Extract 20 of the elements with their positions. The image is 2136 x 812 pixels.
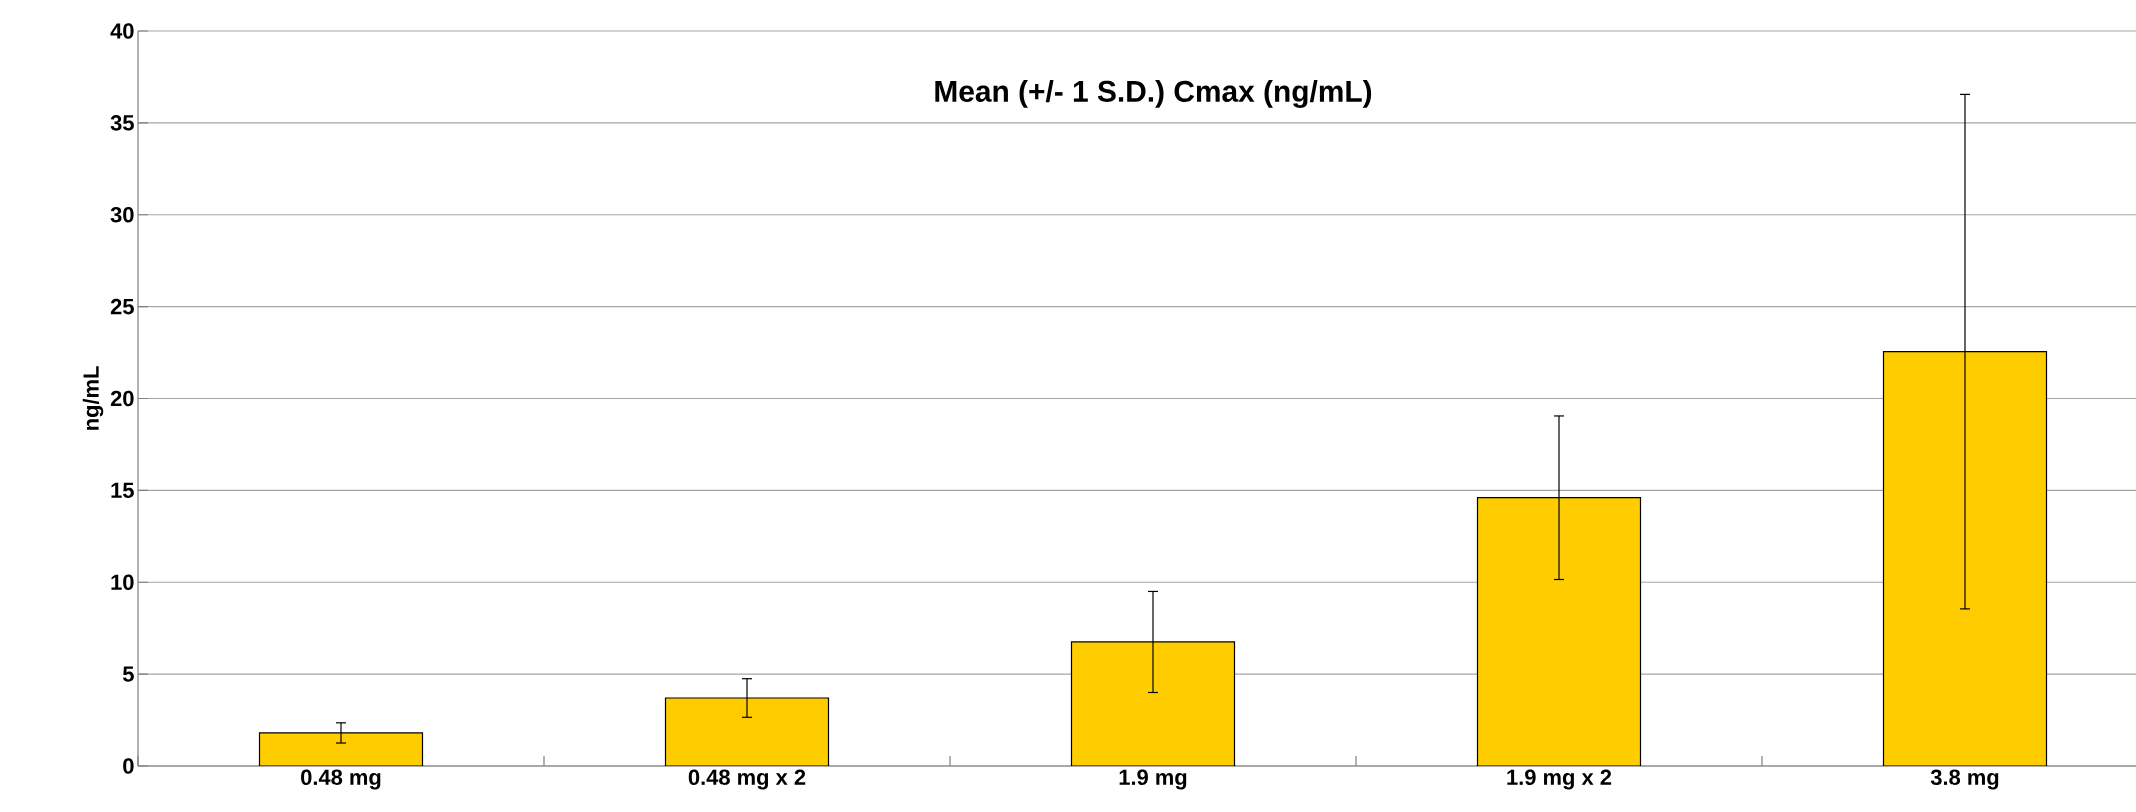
y-tick-label: 10 xyxy=(111,574,134,591)
y-tick-label: 30 xyxy=(110,206,134,223)
x-tick-label: 0.48 mg x 2 xyxy=(688,769,806,790)
y-tick-label: 20 xyxy=(110,390,134,407)
y-tick-label: 40 xyxy=(110,23,134,39)
y-tick-label: 5 xyxy=(122,666,134,682)
bar xyxy=(1476,497,1642,766)
x-tick-label: 3.8 mg xyxy=(1930,769,1999,790)
text: Mean (+/- 1 S.D.) Cmax (ng/mL) xyxy=(935,80,1372,108)
y-tick-label: 35 xyxy=(110,115,134,131)
y-tick-label: 15 xyxy=(111,482,134,499)
y-axis-title: ng/mL xyxy=(82,366,104,430)
x-tick-label: 0.48 mg xyxy=(301,769,381,790)
x-tick-label: 1.9 mg xyxy=(1119,769,1187,790)
y-tick-label: 25 xyxy=(110,298,134,315)
bar xyxy=(1070,641,1236,766)
bar xyxy=(664,697,830,766)
y-tick-label: 0 xyxy=(123,758,134,774)
bar xyxy=(258,732,424,766)
x-tick-label: 1.9 mg x 2 xyxy=(1507,769,1612,790)
